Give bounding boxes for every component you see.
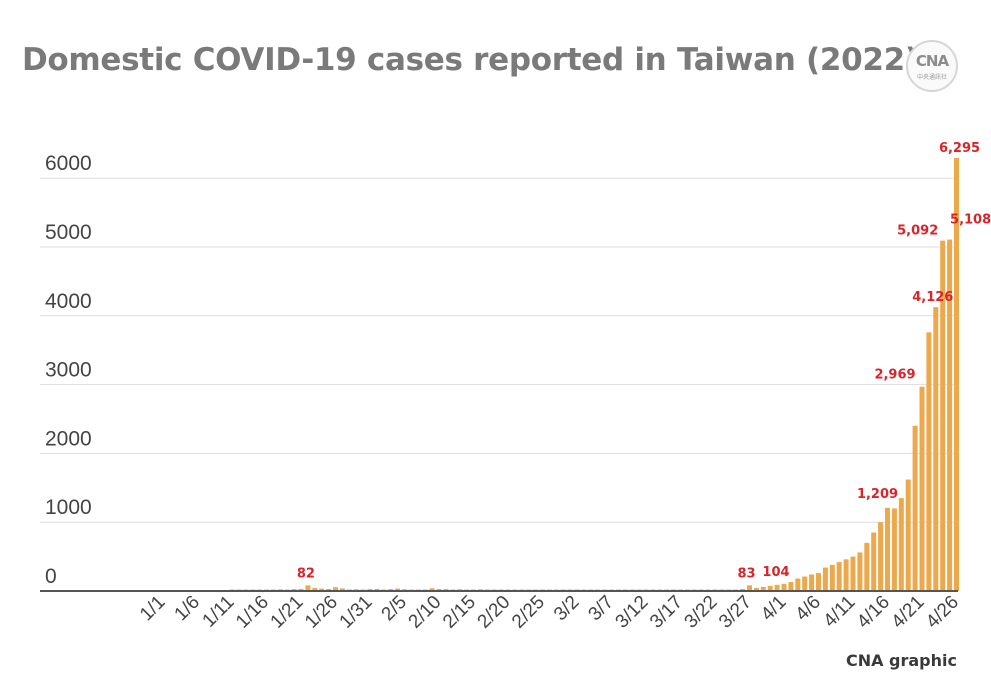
- y-tick-label: 6000: [45, 152, 92, 175]
- bar: [843, 559, 849, 591]
- bar: [891, 508, 897, 591]
- data-label: 6,295: [939, 141, 980, 156]
- x-tick-label: 1/21: [267, 592, 308, 633]
- data-label: 104: [762, 565, 789, 580]
- x-tick-label: 4/16: [853, 592, 894, 633]
- x-tick-label: 1/26: [301, 592, 342, 633]
- logo-subtitle: 中央通訊社: [916, 75, 947, 81]
- bar: [781, 583, 787, 591]
- bar: [753, 587, 759, 591]
- x-tick-label: 4/21: [888, 592, 929, 633]
- y-tick-label: 4000: [45, 290, 92, 313]
- bar: [871, 532, 877, 591]
- bar: [919, 386, 925, 591]
- bar: [436, 588, 442, 591]
- x-tick-label: 1/6: [171, 592, 205, 626]
- bar: [429, 588, 435, 591]
- y-tick-label: 2000: [45, 427, 92, 450]
- x-tick-label: 2/10: [405, 592, 446, 633]
- bar: [898, 498, 904, 591]
- bar: [312, 587, 318, 591]
- x-tick-label: 2/15: [439, 592, 480, 633]
- bar: [319, 588, 325, 591]
- data-label: 5,108: [950, 213, 991, 228]
- x-tick-label: 3/2: [550, 592, 584, 626]
- bar: [864, 542, 870, 591]
- x-tick-label: 3/17: [646, 592, 687, 633]
- chart-title: Domestic COVID-19 cases reported in Taiw…: [22, 42, 919, 78]
- x-tick-label: 3/12: [612, 592, 653, 633]
- x-tick-label: 1/16: [232, 592, 273, 633]
- data-label: 82: [297, 566, 315, 581]
- bar: [836, 562, 842, 591]
- bar: [802, 576, 808, 591]
- bar: [339, 588, 345, 591]
- bar: [298, 588, 304, 591]
- bar: [822, 567, 828, 591]
- bar: [795, 578, 801, 591]
- bar: [747, 585, 752, 591]
- bar: [829, 564, 835, 591]
- y-tick-label: 1000: [45, 496, 92, 519]
- bar: [305, 585, 311, 591]
- x-tick-label: 4/1: [757, 592, 791, 626]
- x-tick-label: 4/11: [820, 592, 860, 632]
- bar: [395, 588, 401, 591]
- bar: [774, 584, 780, 591]
- bar: [885, 507, 890, 591]
- cna-logo: CNA 中央通訊社: [906, 40, 958, 92]
- x-tick-label: 3/22: [681, 592, 722, 633]
- bar: [816, 573, 821, 591]
- bar: [740, 588, 746, 591]
- bar: [926, 332, 932, 591]
- bar: [374, 588, 380, 591]
- bar: [788, 582, 794, 591]
- y-tick-label: 0: [45, 565, 57, 588]
- data-label: 1,209: [857, 487, 898, 502]
- bar: [912, 425, 918, 591]
- x-tick-label: 1/1: [136, 592, 170, 626]
- bar: [878, 522, 884, 591]
- bar: [933, 307, 939, 591]
- x-tick-label: 1/11: [199, 592, 239, 632]
- bar: [850, 556, 856, 591]
- bar: [905, 479, 911, 591]
- bar: [947, 239, 953, 592]
- bar: [809, 574, 815, 591]
- data-label: 83: [737, 566, 755, 581]
- x-tick-label: 1/31: [336, 592, 377, 633]
- credit-text: CNA graphic: [845, 651, 957, 670]
- x-tick-label: 4/6: [792, 592, 826, 626]
- data-label: 4,126: [912, 290, 953, 305]
- bar: [940, 240, 946, 591]
- bar: [857, 552, 863, 591]
- data-label: 2,969: [874, 368, 915, 383]
- x-tick-label: 2/20: [474, 592, 515, 633]
- bar: [767, 585, 773, 591]
- x-tick-label: 3/27: [715, 592, 756, 633]
- bar: [326, 588, 332, 591]
- bar: [954, 157, 959, 592]
- bar: [333, 587, 338, 591]
- logo-mark: CNA: [915, 52, 949, 70]
- x-tick-label: 2/25: [508, 592, 549, 633]
- x-tick-label: 4/26: [922, 592, 963, 633]
- bar: [760, 586, 766, 591]
- y-tick-label: 3000: [45, 359, 92, 382]
- y-tick-label: 5000: [45, 221, 92, 244]
- data-label: 5,092: [897, 224, 938, 239]
